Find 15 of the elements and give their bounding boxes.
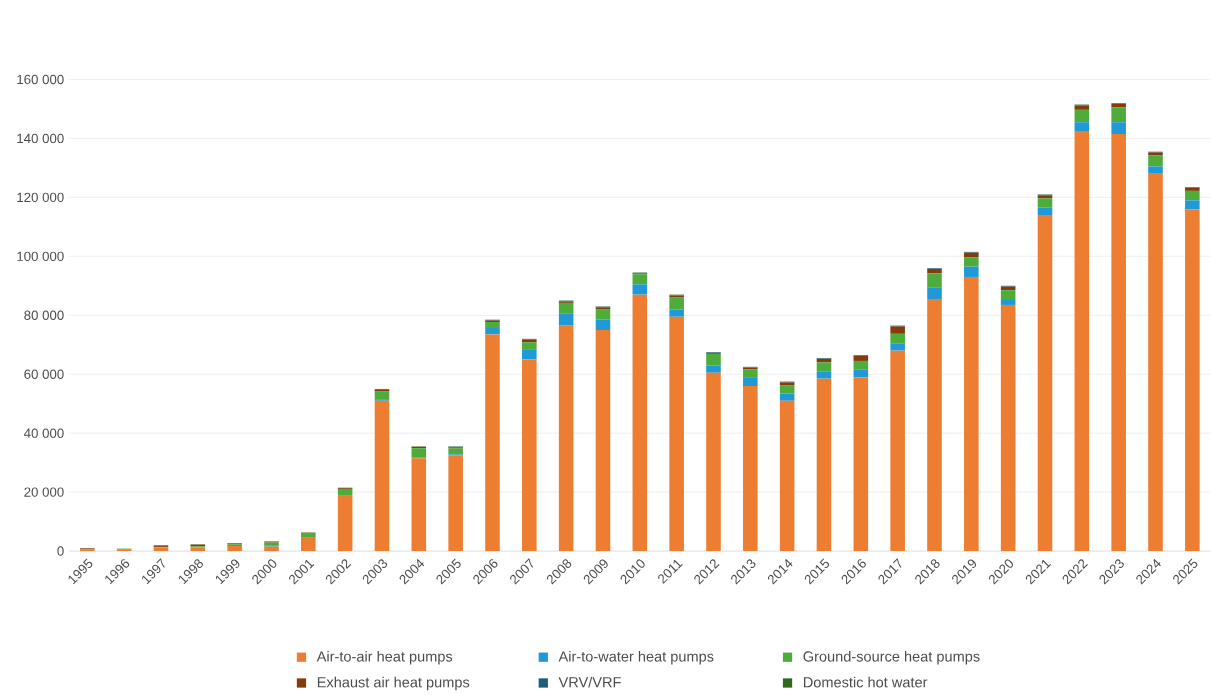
y-tick-label: 60 000	[24, 369, 64, 380]
y-tick-label: 20 000	[24, 487, 64, 498]
legend-label: Air-to-air heat pumps	[316, 651, 453, 665]
y-tick-label: 120 000	[17, 192, 64, 203]
y-tick-label: 160 000	[17, 75, 64, 85]
legend-label: Ground-source heat pumps	[803, 651, 980, 665]
y-tick-label: 100 000	[17, 251, 64, 262]
y-tick-label: 40 000	[24, 428, 64, 439]
legend-label: Domestic hot water	[803, 676, 928, 688]
y-tick-label: 80 000	[24, 310, 64, 321]
y-tick-label: 0	[57, 546, 64, 556]
legend-label: Exhaust air heat pumps	[317, 676, 470, 691]
y-tick-label: 140 000	[17, 133, 64, 144]
legend-label: Air-to-water heat pumps	[558, 651, 714, 665]
legend-label: VRV/VRF	[558, 676, 621, 688]
